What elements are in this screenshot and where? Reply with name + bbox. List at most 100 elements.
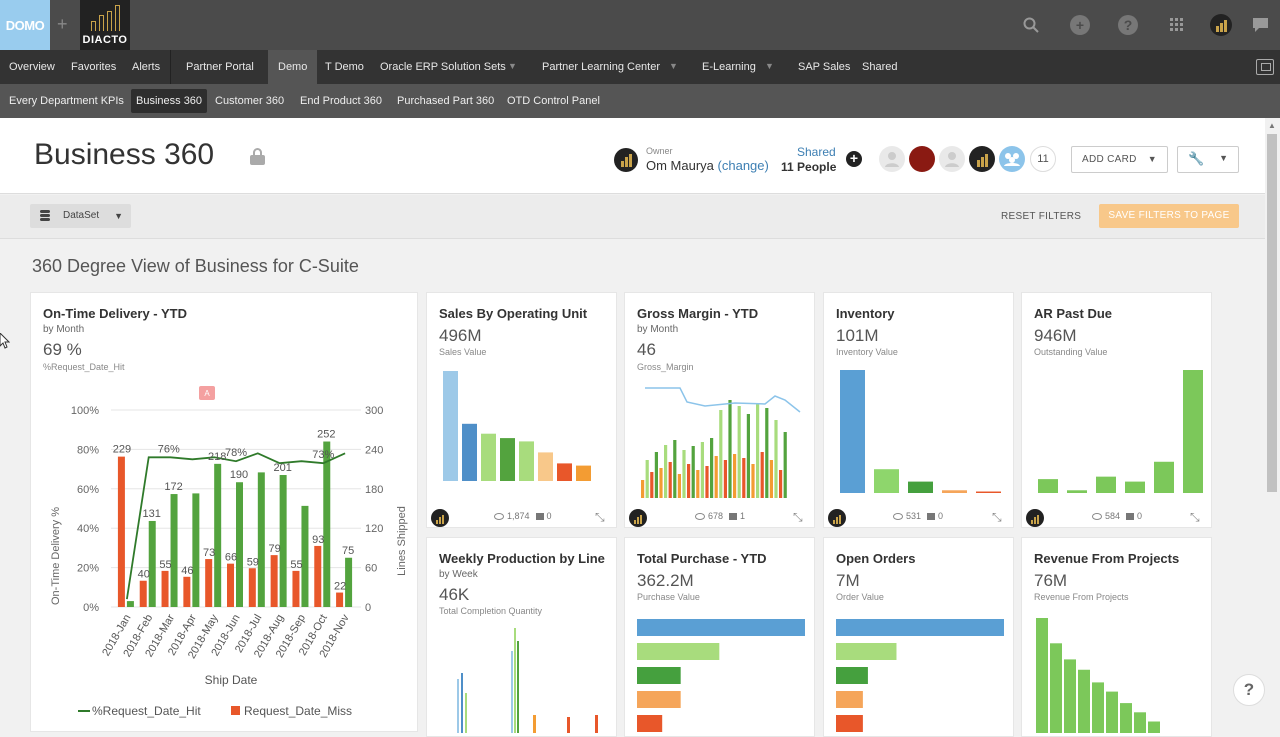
- bar[interactable]: [908, 481, 933, 493]
- bar[interactable]: [481, 433, 496, 481]
- bar[interactable]: [1125, 481, 1145, 493]
- card-revenue-from-projects[interactable]: Revenue From Projects 76M Revenue From P…: [1021, 537, 1212, 737]
- bar[interactable]: [714, 456, 718, 498]
- bar-hit[interactable]: [301, 505, 309, 607]
- domo-logo[interactable]: DOMO: [0, 0, 50, 50]
- bar[interactable]: [687, 464, 691, 498]
- diacto-logo[interactable]: DIACTO: [80, 0, 130, 50]
- bar[interactable]: [673, 440, 677, 498]
- bar[interactable]: [677, 474, 681, 498]
- bar-miss[interactable]: [227, 563, 234, 607]
- people-count[interactable]: 11: [1030, 146, 1056, 172]
- help-icon[interactable]: ?: [1118, 15, 1138, 35]
- bar-miss[interactable]: [292, 570, 300, 607]
- nav-e-learning[interactable]: E-Learning: [702, 61, 756, 73]
- bar[interactable]: [779, 470, 783, 498]
- nav-oracle-erp[interactable]: Oracle ERP Solution Sets: [380, 61, 506, 73]
- add-person-icon[interactable]: +: [846, 151, 862, 167]
- nav-overview[interactable]: Overview: [9, 61, 55, 73]
- dataset-dropdown[interactable]: DataSet ▼: [30, 204, 131, 228]
- bar[interactable]: [654, 452, 658, 498]
- page-scrollbar[interactable]: ▲: [1265, 118, 1280, 720]
- bar[interactable]: [700, 442, 704, 498]
- bar-miss[interactable]: [205, 559, 213, 607]
- bar[interactable]: [1154, 461, 1174, 493]
- expand-icon[interactable]: ⤡: [793, 510, 803, 524]
- group-avatar[interactable]: [999, 146, 1025, 172]
- bar-miss[interactable]: [161, 570, 169, 607]
- subnav-every-department[interactable]: Every Department KPIs: [9, 95, 124, 107]
- chat-icon[interactable]: [1250, 15, 1270, 35]
- bar[interactable]: [765, 408, 769, 498]
- bar[interactable]: [783, 432, 787, 498]
- avatar[interactable]: [909, 146, 935, 172]
- bar[interactable]: [756, 404, 760, 498]
- bar[interactable]: [576, 465, 591, 481]
- bar[interactable]: [840, 370, 865, 493]
- save-filters-button[interactable]: SAVE FILTERS TO PAGE: [1099, 204, 1239, 228]
- bar[interactable]: [1183, 370, 1203, 493]
- reset-filters-button[interactable]: RESET FILTERS: [1001, 211, 1082, 222]
- bar[interactable]: [637, 643, 720, 660]
- help-button[interactable]: ?: [1233, 674, 1265, 706]
- search-icon[interactable]: [1021, 15, 1041, 35]
- scroll-up-icon[interactable]: ▲: [1268, 121, 1276, 130]
- add-icon[interactable]: +: [1070, 15, 1090, 35]
- bar[interactable]: [538, 452, 553, 481]
- card-sales-by-operating-unit[interactable]: Sales By Operating Unit 496M Sales Value…: [426, 292, 617, 528]
- nav-alerts[interactable]: Alerts: [132, 61, 161, 73]
- bar[interactable]: [637, 667, 681, 684]
- add-card-button[interactable]: ADD CARD ▼: [1071, 146, 1168, 173]
- owner-change-link[interactable]: (change): [717, 158, 769, 173]
- bar-miss[interactable]: [314, 545, 322, 607]
- bar[interactable]: [836, 619, 1004, 636]
- expand-icon[interactable]: ⤡: [992, 510, 1002, 524]
- bar[interactable]: [1064, 659, 1076, 733]
- nav-partner-learning[interactable]: Partner Learning Center: [542, 61, 661, 73]
- card-on-time-delivery[interactable]: On-Time Delivery - YTD by Month 69 % %Re…: [30, 292, 418, 732]
- chevron-down-icon[interactable]: ▼: [669, 61, 678, 71]
- bar[interactable]: [500, 438, 515, 481]
- window-icon[interactable]: [1256, 59, 1274, 75]
- bar[interactable]: [682, 450, 686, 498]
- card-gross-margin[interactable]: Gross Margin - YTD by Month 46 Gross_Mar…: [624, 292, 815, 528]
- bar[interactable]: [705, 466, 709, 498]
- avatar[interactable]: [969, 146, 995, 172]
- bar[interactable]: [519, 441, 534, 481]
- bar[interactable]: [637, 691, 681, 708]
- lock-icon[interactable]: [250, 148, 265, 165]
- bar-hit[interactable]: [170, 494, 178, 607]
- subnav-customer-360[interactable]: Customer 360: [215, 95, 285, 107]
- bar-miss[interactable]: [139, 580, 147, 607]
- bar-hit[interactable]: [257, 472, 265, 607]
- bar[interactable]: [836, 691, 863, 708]
- expand-icon[interactable]: ⤡: [1190, 510, 1200, 524]
- bar[interactable]: [1036, 618, 1048, 733]
- subnav-business-360[interactable]: Business 360: [131, 89, 208, 113]
- bar[interactable]: [874, 469, 899, 493]
- subnav-end-product-360[interactable]: End Product 360: [300, 95, 382, 107]
- bar[interactable]: [1106, 691, 1118, 733]
- bar[interactable]: [659, 468, 663, 498]
- bar[interactable]: [1092, 682, 1104, 733]
- shared-count[interactable]: 11 People: [781, 160, 837, 174]
- nav-partner-portal[interactable]: Partner Portal: [186, 61, 254, 73]
- bar[interactable]: [836, 667, 868, 684]
- chevron-down-icon[interactable]: ▼: [508, 61, 517, 71]
- bar[interactable]: [836, 643, 897, 660]
- bar-hit[interactable]: [323, 441, 331, 607]
- bar[interactable]: [746, 414, 750, 498]
- bar[interactable]: [637, 619, 805, 636]
- avatar[interactable]: [939, 146, 965, 172]
- bar[interactable]: [668, 462, 672, 498]
- expand-icon[interactable]: ⤡: [595, 510, 605, 524]
- bar-miss[interactable]: [117, 456, 125, 607]
- bar-hit[interactable]: [236, 482, 243, 607]
- subnav-purchased-part-360[interactable]: Purchased Part 360: [397, 95, 495, 107]
- bar[interactable]: [774, 420, 778, 498]
- bar-miss[interactable]: [270, 555, 278, 607]
- bar[interactable]: [1120, 703, 1132, 733]
- avatar[interactable]: [879, 146, 905, 172]
- bar[interactable]: [710, 438, 714, 498]
- bar[interactable]: [976, 491, 1001, 493]
